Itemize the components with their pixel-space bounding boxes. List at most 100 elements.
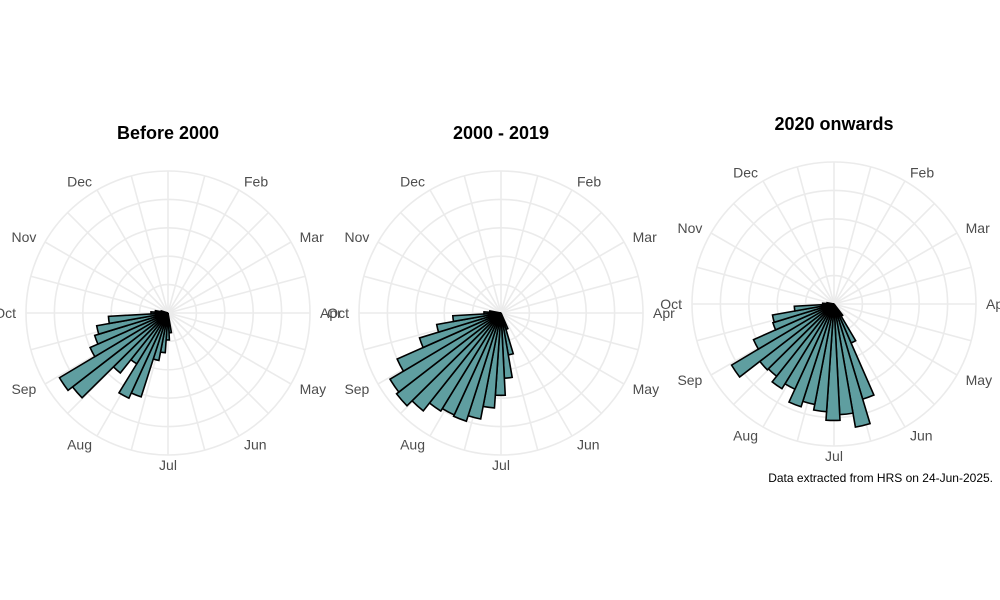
- month-label-dec: Dec: [67, 173, 92, 189]
- grid-spoke: [833, 180, 906, 305]
- month-label-apr: Apr: [653, 305, 675, 321]
- month-label-feb: Feb: [910, 164, 934, 180]
- grid-spoke: [796, 166, 835, 305]
- grid-spoke: [833, 203, 935, 305]
- polar-chart-2000-2019: 2000 - 2019 Feb Mar Apr May Jun Jul Aug Sep Oct N…: [327, 123, 675, 473]
- bar-wedge: [826, 301, 835, 305]
- month-label-jun: Jun: [577, 437, 600, 453]
- bar-wedge: [395, 312, 502, 407]
- grid-spoke: [96, 189, 169, 314]
- month-label-sep: Sep: [344, 381, 369, 397]
- grid-spoke: [500, 175, 539, 314]
- grid-spoke: [377, 241, 502, 314]
- bar-wedge: [771, 303, 835, 324]
- month-label-mar: Mar: [300, 229, 324, 245]
- chart-title: Before 2000: [117, 123, 219, 143]
- grid-spoke: [167, 175, 206, 314]
- grid-spoke: [710, 232, 835, 305]
- bar-wedge: [93, 312, 169, 346]
- grid-spoke: [167, 312, 292, 385]
- month-label-mar: Mar: [633, 229, 657, 245]
- grid-spoke: [833, 303, 972, 342]
- month-label-mar: Mar: [966, 220, 990, 236]
- month-label-aug: Aug: [400, 437, 425, 453]
- month-label-jul: Jul: [492, 457, 510, 473]
- month-label-sep: Sep: [677, 372, 702, 388]
- grid-spoke: [500, 312, 602, 414]
- bar-wedge: [95, 312, 169, 336]
- grid-spoke: [500, 241, 625, 314]
- grid-spoke: [463, 175, 502, 314]
- grid-spoke: [500, 312, 639, 351]
- polar-chart-2020-onwards: 2020 onwards Feb Mar Apr May Jun Jul Aug Sep Oct…: [660, 114, 1000, 464]
- grid-spoke: [500, 312, 573, 437]
- grid-spoke: [130, 175, 169, 314]
- bar-wedge: [160, 309, 169, 314]
- bar-wedge: [396, 312, 502, 373]
- data-source-caption: Data extracted from HRS on 24-Jun-2025.: [768, 471, 993, 485]
- bar-wedge: [89, 312, 169, 358]
- month-label-sep: Sep: [11, 381, 36, 397]
- month-label-jul: Jul: [159, 457, 177, 473]
- month-label-jun: Jun: [910, 428, 933, 444]
- month-label-may: May: [300, 381, 326, 397]
- grid-spoke: [500, 275, 639, 314]
- month-label-feb: Feb: [577, 173, 601, 189]
- bar-wedge: [418, 312, 502, 349]
- grid-spoke: [762, 180, 835, 305]
- grid-spoke: [363, 275, 502, 314]
- month-label-jul: Jul: [825, 448, 843, 464]
- grid-spoke: [833, 303, 935, 405]
- grid-spoke: [167, 312, 240, 437]
- bar-wedge: [771, 303, 835, 390]
- grid-spoke: [500, 189, 573, 314]
- bar-wedge: [107, 312, 169, 325]
- grid-spoke: [167, 312, 206, 451]
- grid-spoke: [167, 275, 306, 314]
- grid-spoke: [167, 212, 269, 314]
- month-label-nov: Nov: [344, 229, 369, 245]
- month-label-aug: Aug: [733, 428, 758, 444]
- grid-spoke: [733, 203, 835, 305]
- grid-spoke: [696, 266, 835, 305]
- month-label-oct: Oct: [0, 305, 16, 321]
- bar-wedge: [58, 312, 169, 392]
- bar-wedge: [435, 312, 502, 334]
- grid-spoke: [500, 212, 602, 314]
- bar-wedge: [451, 312, 502, 323]
- month-label-may: May: [633, 381, 659, 397]
- grid-spoke: [833, 232, 958, 305]
- month-label-nov: Nov: [677, 220, 702, 236]
- chart-title: 2020 onwards: [774, 114, 893, 134]
- chart-title: 2000 - 2019: [453, 123, 549, 143]
- grid-spoke: [833, 266, 972, 305]
- bar-wedge: [833, 303, 872, 429]
- grid-spoke: [30, 275, 169, 314]
- month-label-oct: Oct: [660, 296, 682, 312]
- month-label-apr: Apr: [320, 305, 342, 321]
- month-label-dec: Dec: [733, 164, 758, 180]
- month-label-may: May: [966, 372, 992, 388]
- month-label-feb: Feb: [244, 173, 268, 189]
- grid-spoke: [833, 166, 872, 305]
- bar-wedge: [488, 309, 502, 314]
- grid-spoke: [67, 212, 169, 314]
- grid-spoke: [400, 212, 502, 314]
- grid-spoke: [833, 303, 958, 376]
- bar-wedge: [388, 312, 502, 394]
- month-label-aug: Aug: [67, 437, 92, 453]
- month-label-nov: Nov: [11, 229, 36, 245]
- bar-wedge: [752, 303, 835, 351]
- grid-spoke: [167, 241, 292, 314]
- grid-spoke: [429, 189, 502, 314]
- bar-wedge: [825, 303, 841, 422]
- grid-spoke: [44, 241, 169, 314]
- grid-spoke: [167, 189, 240, 314]
- grid-spoke: [167, 312, 269, 414]
- month-label-oct: Oct: [327, 305, 349, 321]
- grid-spoke: [167, 312, 306, 351]
- month-label-jun: Jun: [244, 437, 267, 453]
- bar-wedge: [730, 303, 835, 379]
- month-label-dec: Dec: [400, 173, 425, 189]
